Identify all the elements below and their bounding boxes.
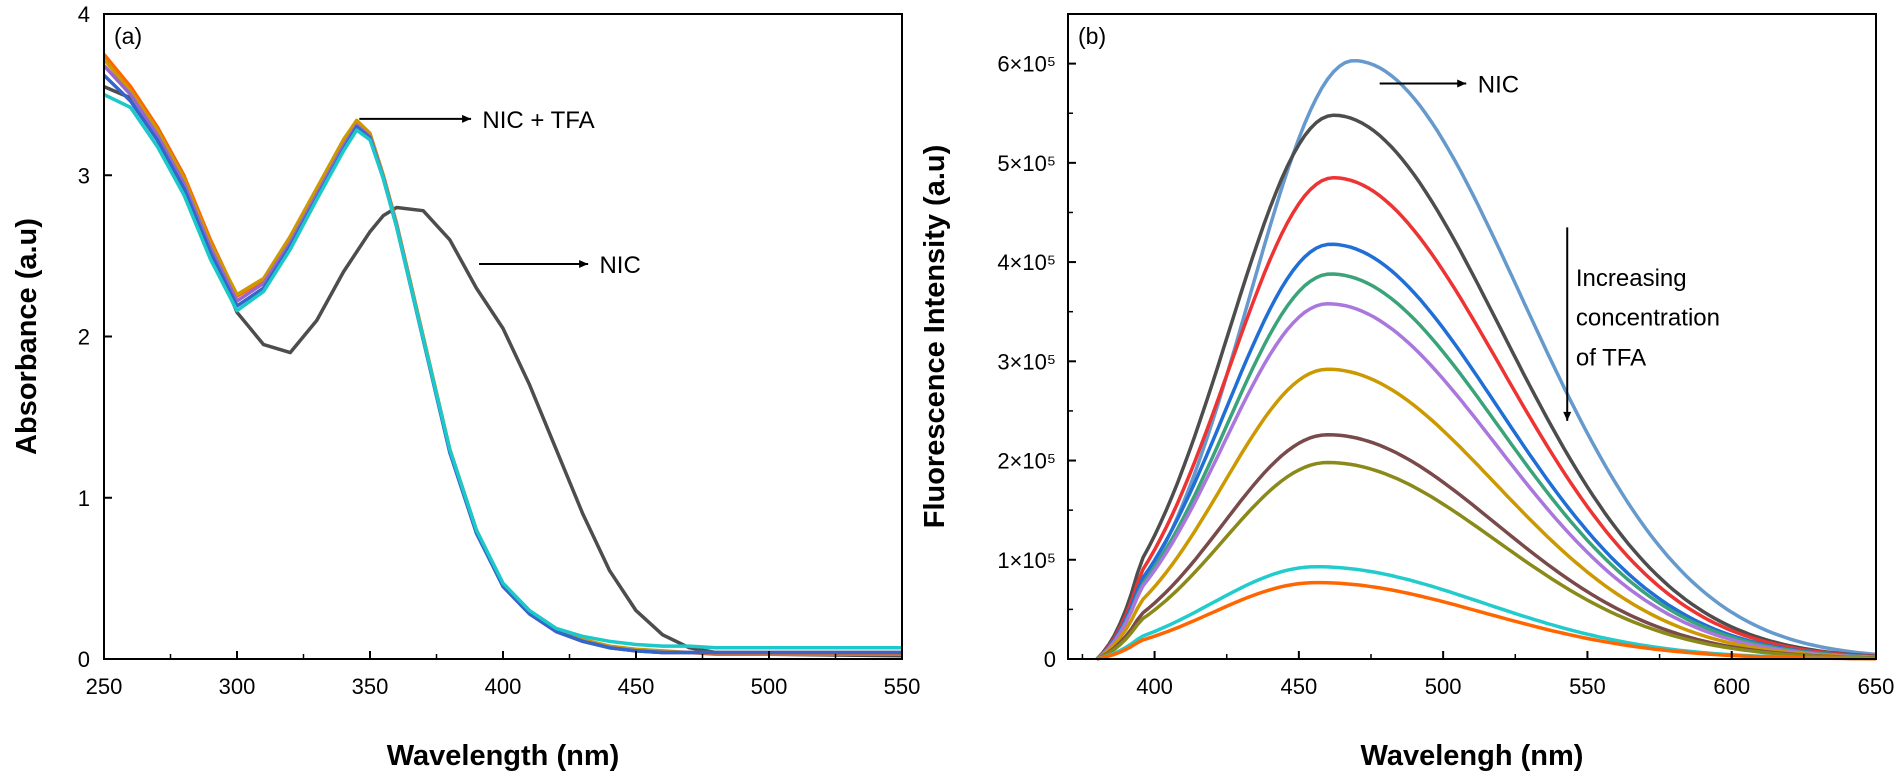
panel-b-x-axis-label: Wavelengh (nm) (1361, 740, 1584, 772)
panel-b-label: (b) (1078, 23, 1106, 49)
panel-a-y-tick-label: 3 (78, 163, 90, 188)
panel-b-series-8 (1096, 460, 1877, 661)
panel-a-x-tick-label: 400 (485, 674, 522, 699)
panel-b-x-tick-label: 600 (1713, 674, 1750, 699)
panel-a-x-tick-label: 450 (618, 674, 655, 699)
panel-a-series-5 (103, 93, 902, 650)
panel-b-y-tick-label: 6×10⁵ (997, 52, 1056, 77)
panel-b-annotation-arrowhead (1563, 411, 1572, 421)
panel-b-series-2 (1095, 175, 1877, 661)
panel-a-annotations: NIC + TFA NIC (359, 107, 641, 279)
panel-b-fluorescence-chart: NIC Increasing concentration of TFA 400 450 5… (919, 13, 1894, 772)
panel-a-y-tick-label: 4 (78, 2, 90, 27)
panel-b-annotations: NIC Increasing concentration of TFA (1379, 71, 1720, 421)
panel-a-x-tick-label: 550 (884, 674, 921, 699)
panel-b-y-tick-label: 3×10⁵ (997, 349, 1056, 374)
panel-b-x-tick-label: 450 (1280, 674, 1317, 699)
panel-b-plot-frame (1067, 13, 1877, 660)
panel-b-series-group (1095, 58, 1877, 661)
panel-b-series-10 (1096, 580, 1876, 661)
panel-b-y-tick-label: 5×10⁵ (997, 151, 1056, 176)
panel-b-x-tick-label: 650 (1858, 674, 1894, 699)
panel-a-annotation-arrowhead (462, 114, 472, 123)
panel-b-annotation-arrowhead (1457, 79, 1467, 88)
panel-b-series-1 (1095, 113, 1877, 661)
panel-b-ticks: 400 450 500 550 600 650 0 1×10⁵ 2×10⁵ 3×10⁵ 4×10⁵ 5… (997, 52, 1894, 699)
panel-b-x-tick-label: 400 (1136, 674, 1173, 699)
panel-b-annotation-label: concentration (1576, 305, 1720, 332)
panel-b-x-tick-label: 500 (1425, 674, 1462, 699)
panel-a-series-group (102, 53, 903, 658)
panel-a-y-tick-label: 1 (78, 486, 90, 511)
panel-a-x-tick-label: 500 (751, 674, 788, 699)
panel-b-annotation-label: NIC (1478, 71, 1519, 98)
panel-a-y-tick-label: 0 (78, 647, 90, 672)
panel-a-label: (a) (114, 23, 142, 49)
panel-a-y-tick-label: 2 (78, 325, 90, 350)
panel-b-y-tick-label: 1×10⁵ (997, 548, 1056, 573)
panel-a-x-tick-label: 250 (86, 674, 123, 699)
panel-b-y-axis-label: Fluorescence Intensity (a.u) (919, 145, 951, 529)
panel-b-y-tick-label: 2×10⁵ (997, 449, 1056, 474)
panel-a-x-tick-label: 300 (219, 674, 256, 699)
panel-a-annotation-label: NIC + TFA (482, 107, 594, 134)
panel-a-y-axis-label: Absorbance (a.u) (11, 218, 43, 455)
panel-b-annotation-label: of TFA (1576, 344, 1646, 371)
panel-b-y-tick-label: 4×10⁵ (997, 250, 1056, 275)
panel-a-ticks: 250 300 350 400 450 500 550 0 1 2 3 4 (78, 2, 921, 699)
panel-b-series-6 (1095, 367, 1877, 661)
panel-b-series-5 (1095, 302, 1877, 661)
panel-a-x-tick-label: 350 (352, 674, 389, 699)
panel-a-x-axis-label: Wavelength (nm) (387, 740, 620, 772)
panel-b-annotation-label: Increasing (1576, 265, 1687, 292)
panel-a-annotation-label: NIC (599, 252, 640, 279)
panel-b-x-tick-label: 550 (1569, 674, 1606, 699)
panel-a-annotation-arrowhead (579, 259, 589, 268)
panel-b-y-tick-label: 0 (1044, 647, 1056, 672)
panel-b-series-4 (1095, 272, 1877, 661)
